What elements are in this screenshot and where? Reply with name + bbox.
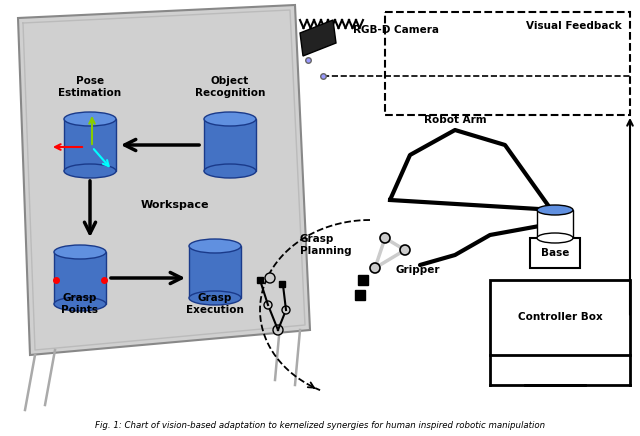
Circle shape <box>380 233 390 243</box>
Text: Visual Feedback: Visual Feedback <box>526 21 622 31</box>
Circle shape <box>273 325 283 335</box>
Text: Grasp
Planning: Grasp Planning <box>300 234 351 256</box>
Polygon shape <box>537 210 573 238</box>
Text: Gripper: Gripper <box>395 265 440 275</box>
Ellipse shape <box>204 112 256 126</box>
Ellipse shape <box>54 245 106 259</box>
Ellipse shape <box>189 291 241 305</box>
FancyBboxPatch shape <box>490 280 630 355</box>
Polygon shape <box>54 252 106 304</box>
Circle shape <box>370 263 380 273</box>
Ellipse shape <box>189 239 241 253</box>
Polygon shape <box>204 119 256 171</box>
Text: RGB-D Camera: RGB-D Camera <box>353 25 439 35</box>
Ellipse shape <box>537 205 573 215</box>
Text: Grasp
Points: Grasp Points <box>61 293 99 315</box>
Circle shape <box>264 301 272 309</box>
Ellipse shape <box>537 233 573 243</box>
Text: Pose
Estimation: Pose Estimation <box>58 76 122 98</box>
Polygon shape <box>300 20 336 56</box>
Ellipse shape <box>54 297 106 311</box>
Text: Robot Arm: Robot Arm <box>424 115 486 125</box>
Circle shape <box>282 306 290 314</box>
Polygon shape <box>189 246 241 298</box>
Text: Fig. 1: Chart of vision-based adaptation to kernelized synergies for human inspi: Fig. 1: Chart of vision-based adaptation… <box>95 421 545 430</box>
FancyBboxPatch shape <box>530 238 580 268</box>
Ellipse shape <box>204 164 256 178</box>
Ellipse shape <box>64 112 116 126</box>
Text: Object
Recognition: Object Recognition <box>195 76 265 98</box>
Circle shape <box>400 245 410 255</box>
Circle shape <box>265 273 275 283</box>
Polygon shape <box>18 5 310 355</box>
Text: Workspace: Workspace <box>141 200 209 210</box>
Text: Controller Box: Controller Box <box>518 313 602 323</box>
Polygon shape <box>64 119 116 171</box>
Text: Grasp
Execution: Grasp Execution <box>186 293 244 315</box>
Ellipse shape <box>64 164 116 178</box>
Text: Base: Base <box>541 248 569 258</box>
